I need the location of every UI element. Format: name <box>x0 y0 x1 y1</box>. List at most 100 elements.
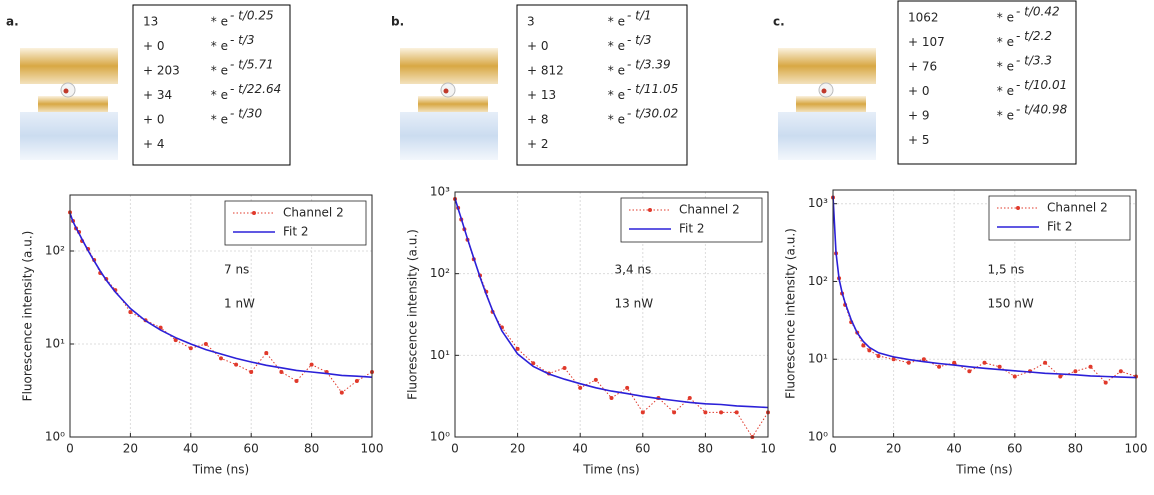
y-tick-label: 10⁰ <box>45 430 65 444</box>
legend-label: Fit 2 <box>1047 220 1073 234</box>
illustration-blue <box>778 112 876 160</box>
y-tick-label: 10³ <box>808 196 828 210</box>
fit-coefficient: + 812 <box>527 64 564 78</box>
data-point <box>531 361 536 366</box>
fit-offset: + 4 <box>143 137 165 151</box>
x-tick-label: 60 <box>244 442 259 456</box>
legend-label: Fit 2 <box>679 222 705 236</box>
fit-exponent: - t/2.2 <box>1016 29 1052 43</box>
data-point <box>249 369 254 374</box>
y-tick-label: 10² <box>430 266 450 280</box>
fit-box <box>132 4 291 166</box>
fit-coefficient: + 9 <box>908 109 930 123</box>
fit-base: * e <box>211 88 228 102</box>
plot-frame <box>832 189 1137 438</box>
data-point <box>952 360 957 365</box>
y-axis-label: Fluorescence intensity (a.u.) <box>784 228 798 399</box>
annotation: 1,5 ns <box>988 263 1025 277</box>
data-point <box>264 351 269 356</box>
data-point <box>203 341 208 346</box>
plot-frame <box>69 194 373 438</box>
data-point <box>921 357 926 362</box>
y-tick-label: 10² <box>45 243 65 257</box>
data-point <box>906 360 911 365</box>
illustration-gold-bar <box>418 96 488 112</box>
illustration-gold-top <box>20 48 118 84</box>
data-point <box>1118 369 1123 374</box>
fit-exponent: - t/30 <box>230 107 263 121</box>
y-tick-label: 10¹ <box>45 336 65 350</box>
fit-base: * e <box>997 109 1014 123</box>
legend-label: Channel 2 <box>679 203 740 217</box>
data-point <box>1043 360 1048 365</box>
fit-exponent: - t/22.64 <box>230 82 281 96</box>
data-point <box>354 379 359 384</box>
fit-exponent: - t/3 <box>627 33 652 47</box>
annotation: 13 nW <box>615 297 654 311</box>
data-point <box>640 410 645 415</box>
fit-base: * e <box>211 113 228 127</box>
x-tick-label: 60 <box>635 442 650 456</box>
fit-coefficient: + 203 <box>143 64 180 78</box>
panel-label: c. <box>773 15 785 29</box>
x-tick-label: 60 <box>1007 442 1022 456</box>
fit-base: * e <box>608 15 625 29</box>
x-tick-label: 40 <box>183 442 198 456</box>
data-point <box>219 356 223 361</box>
illustration-gold-bar <box>38 96 108 112</box>
fit-exponent: - t/3.39 <box>627 58 671 72</box>
data-point <box>719 410 724 415</box>
data-point <box>1012 374 1017 379</box>
x-tick-label: 100 <box>1125 442 1148 456</box>
data-point <box>1088 364 1093 369</box>
y-tick-label: 10² <box>808 274 828 288</box>
x-tick-label: 80 <box>698 442 713 456</box>
data-point <box>861 343 866 348</box>
x-tick-label: 0 <box>829 442 837 456</box>
legend-marker <box>648 208 652 212</box>
data-point <box>734 410 739 415</box>
data-point <box>294 379 299 384</box>
x-tick-label: 20 <box>123 442 138 456</box>
y-tick-label: 10⁰ <box>430 430 450 444</box>
illustration-gold-top <box>778 48 876 84</box>
legend-label: Channel 2 <box>1047 201 1108 215</box>
fit-coefficient: + 8 <box>527 113 549 127</box>
x-tick-label: 80 <box>304 442 319 456</box>
data-point <box>173 338 178 343</box>
data-point <box>234 362 239 367</box>
y-axis-label: Fluorescence intensity (a.u.) <box>406 229 420 400</box>
data-point <box>339 390 344 395</box>
data-point <box>867 348 872 353</box>
fit-coefficient: + 107 <box>908 35 945 49</box>
fit-exponent: - t/10.01 <box>1016 78 1067 92</box>
x-tick-label: 10 <box>760 442 775 456</box>
legend-box <box>988 195 1131 241</box>
y-tick-label: 10¹ <box>430 348 450 362</box>
data-point <box>891 357 896 362</box>
fit-coefficient: 1062 <box>908 11 939 25</box>
y-tick-label: 10¹ <box>808 352 828 366</box>
fit-exponent: - t/3 <box>230 33 255 47</box>
data-point <box>128 310 133 315</box>
data-point <box>593 377 598 382</box>
fit-exponent: - t/0.25 <box>230 9 274 23</box>
data-point <box>672 410 677 415</box>
data-point <box>625 385 630 390</box>
data-point <box>562 365 567 370</box>
panel-label: a. <box>6 15 19 29</box>
data-point <box>876 354 881 359</box>
fit-coefficient: + 0 <box>527 39 549 53</box>
plot-frame <box>454 191 769 438</box>
fit-coefficient: + 0 <box>143 39 165 53</box>
fit-base: * e <box>608 88 625 102</box>
fit-box <box>897 0 1077 165</box>
fit-base: * e <box>997 84 1014 98</box>
illustration-dot <box>821 88 827 94</box>
legend-marker <box>1016 206 1020 210</box>
data-point <box>967 369 972 374</box>
y-tick-label: 10⁰ <box>808 430 828 444</box>
fit-coefficient: + 34 <box>143 88 172 102</box>
fit-offset: + 2 <box>527 137 549 151</box>
annotation: 1 nW <box>224 297 255 311</box>
